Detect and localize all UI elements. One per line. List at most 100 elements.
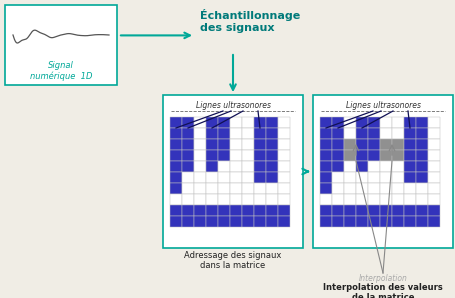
- Bar: [404, 150, 416, 161]
- Bar: [428, 161, 440, 172]
- Bar: [266, 183, 278, 194]
- Bar: [344, 194, 356, 205]
- Bar: [242, 161, 254, 172]
- Bar: [404, 172, 416, 183]
- Bar: [428, 117, 440, 128]
- Bar: [416, 139, 428, 150]
- Bar: [356, 205, 368, 216]
- Bar: [278, 128, 290, 139]
- Bar: [344, 128, 356, 139]
- Bar: [392, 194, 404, 205]
- Bar: [182, 139, 194, 150]
- Bar: [332, 150, 344, 161]
- Bar: [218, 139, 230, 150]
- Bar: [428, 128, 440, 139]
- Bar: [428, 139, 440, 150]
- Bar: [218, 216, 230, 227]
- Bar: [320, 205, 332, 216]
- Bar: [368, 183, 380, 194]
- Bar: [320, 150, 332, 161]
- Text: Signal
numérique  1D: Signal numérique 1D: [30, 61, 92, 81]
- Bar: [428, 183, 440, 194]
- Bar: [218, 128, 230, 139]
- Bar: [332, 194, 344, 205]
- Bar: [254, 128, 266, 139]
- Bar: [230, 128, 242, 139]
- Bar: [368, 216, 380, 227]
- Bar: [194, 205, 206, 216]
- Text: Lignes ultrasonores: Lignes ultrasonores: [345, 101, 420, 110]
- Bar: [380, 150, 392, 161]
- Bar: [404, 117, 416, 128]
- Bar: [428, 172, 440, 183]
- Bar: [404, 216, 416, 227]
- Bar: [392, 150, 404, 161]
- Bar: [206, 117, 218, 128]
- Bar: [194, 183, 206, 194]
- Bar: [332, 139, 344, 150]
- Bar: [392, 183, 404, 194]
- Bar: [392, 205, 404, 216]
- Bar: [278, 161, 290, 172]
- Bar: [404, 128, 416, 139]
- Bar: [230, 183, 242, 194]
- Bar: [428, 216, 440, 227]
- Bar: [218, 172, 230, 183]
- Bar: [428, 194, 440, 205]
- Bar: [332, 128, 344, 139]
- Bar: [170, 117, 182, 128]
- Bar: [416, 172, 428, 183]
- Bar: [266, 128, 278, 139]
- Bar: [380, 172, 392, 183]
- Text: Interpolation des valeurs
de la matrice: Interpolation des valeurs de la matrice: [323, 283, 443, 298]
- Bar: [416, 117, 428, 128]
- Bar: [266, 205, 278, 216]
- Bar: [344, 205, 356, 216]
- Bar: [416, 150, 428, 161]
- Bar: [332, 117, 344, 128]
- Bar: [380, 161, 392, 172]
- Bar: [194, 194, 206, 205]
- Bar: [380, 117, 392, 128]
- Bar: [194, 172, 206, 183]
- Bar: [218, 194, 230, 205]
- Bar: [278, 172, 290, 183]
- Bar: [182, 194, 194, 205]
- Bar: [194, 216, 206, 227]
- Bar: [242, 150, 254, 161]
- Bar: [368, 194, 380, 205]
- Bar: [266, 194, 278, 205]
- Bar: [206, 128, 218, 139]
- Bar: [344, 216, 356, 227]
- Bar: [242, 205, 254, 216]
- Bar: [320, 139, 332, 150]
- Bar: [380, 183, 392, 194]
- Bar: [242, 194, 254, 205]
- Bar: [254, 205, 266, 216]
- Bar: [404, 194, 416, 205]
- Bar: [278, 183, 290, 194]
- Bar: [194, 117, 206, 128]
- Bar: [5, 5, 117, 85]
- Bar: [182, 172, 194, 183]
- Bar: [344, 139, 356, 150]
- Bar: [206, 161, 218, 172]
- Bar: [320, 183, 332, 194]
- Bar: [182, 205, 194, 216]
- Bar: [218, 117, 230, 128]
- Bar: [320, 161, 332, 172]
- Bar: [320, 128, 332, 139]
- Bar: [320, 172, 332, 183]
- Bar: [230, 117, 242, 128]
- Bar: [416, 216, 428, 227]
- Bar: [182, 128, 194, 139]
- Bar: [218, 161, 230, 172]
- Bar: [206, 194, 218, 205]
- Bar: [170, 150, 182, 161]
- Bar: [278, 150, 290, 161]
- Bar: [380, 194, 392, 205]
- Bar: [254, 139, 266, 150]
- Bar: [332, 205, 344, 216]
- Bar: [194, 128, 206, 139]
- Text: Adressage des signaux
dans la matrice: Adressage des signaux dans la matrice: [184, 251, 282, 270]
